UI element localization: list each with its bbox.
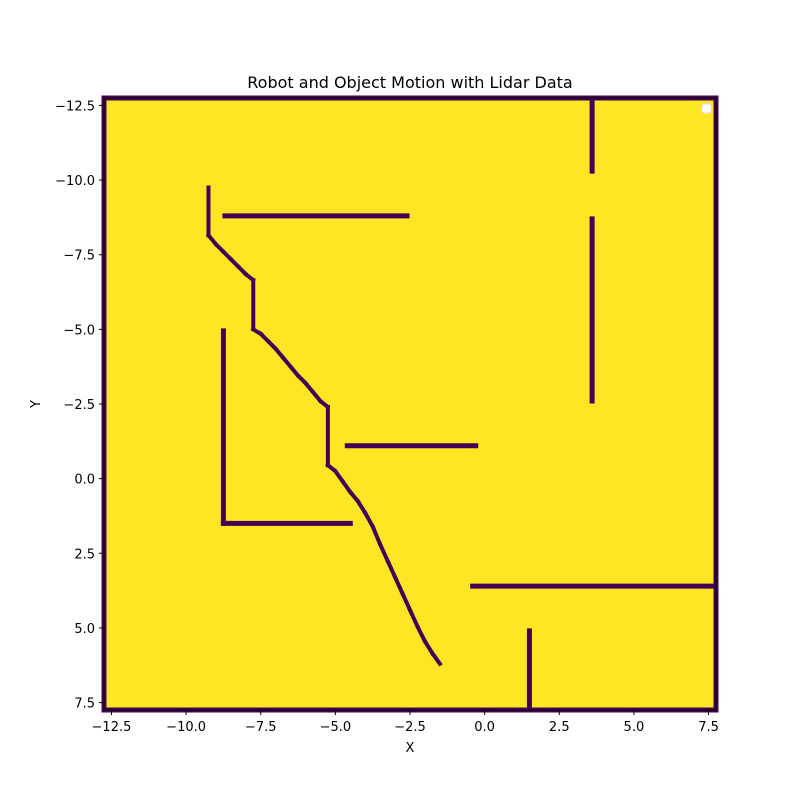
trajectory-step-21: [340, 478, 354, 495]
x-tick-label: −12.5: [92, 720, 132, 735]
x-axis: −12.5 −10.0 −7.5 −5.0 −2.5 0.0 2.5 5.0 7.5: [92, 710, 719, 735]
y-tick-label: −2.5: [63, 398, 95, 413]
x-tick-label: 2.5: [549, 720, 570, 735]
y-tick-label: −7.5: [63, 249, 95, 264]
y-axis: −12.5 −10.0 −7.5 −5.0 −2.5 0.0 2.5 5.0 7.5: [55, 99, 104, 712]
x-tick-label: −10.0: [166, 720, 206, 735]
chart-title: Robot and Object Motion with Lidar Data: [247, 73, 572, 92]
trajectory-step-32: [422, 638, 436, 657]
y-tick-label: −10.0: [55, 174, 95, 189]
legend-box: [701, 103, 712, 114]
y-tick-label: −12.5: [55, 99, 95, 114]
trajectory-step-31: [414, 623, 428, 645]
trajectory-step-27: [384, 558, 398, 580]
trajectory-step-23: [355, 498, 368, 516]
trajectory-step-20: [332, 468, 346, 485]
plot-area: [101, 95, 719, 713]
y-tick-label: 2.5: [74, 547, 95, 562]
trajectory-step-29: [399, 590, 413, 613]
trajectory-step-26: [377, 541, 391, 564]
x-tick-label: −7.5: [245, 720, 277, 735]
trajectory-step-33: [429, 650, 443, 667]
trajectory-step-24: [362, 510, 376, 530]
free-space-background: [104, 98, 716, 710]
x-tick-label: −5.0: [320, 720, 352, 735]
y-tick-label: 0.0: [74, 473, 95, 488]
x-tick-label: −2.5: [394, 720, 426, 735]
y-axis-label: Y: [29, 400, 44, 409]
trajectory-step-25: [370, 523, 383, 547]
x-tick-label: 0.0: [474, 720, 495, 735]
y-tick-label: −5.0: [63, 323, 95, 338]
y-tick-label: 7.5: [74, 697, 95, 712]
trajectory-step-30: [407, 607, 421, 630]
x-axis-label: X: [406, 741, 415, 756]
trajectory-step-28: [392, 574, 406, 597]
y-tick-label: 5.0: [74, 622, 95, 637]
x-tick-label: 5.0: [624, 720, 645, 735]
x-tick-label: 7.5: [698, 720, 719, 735]
